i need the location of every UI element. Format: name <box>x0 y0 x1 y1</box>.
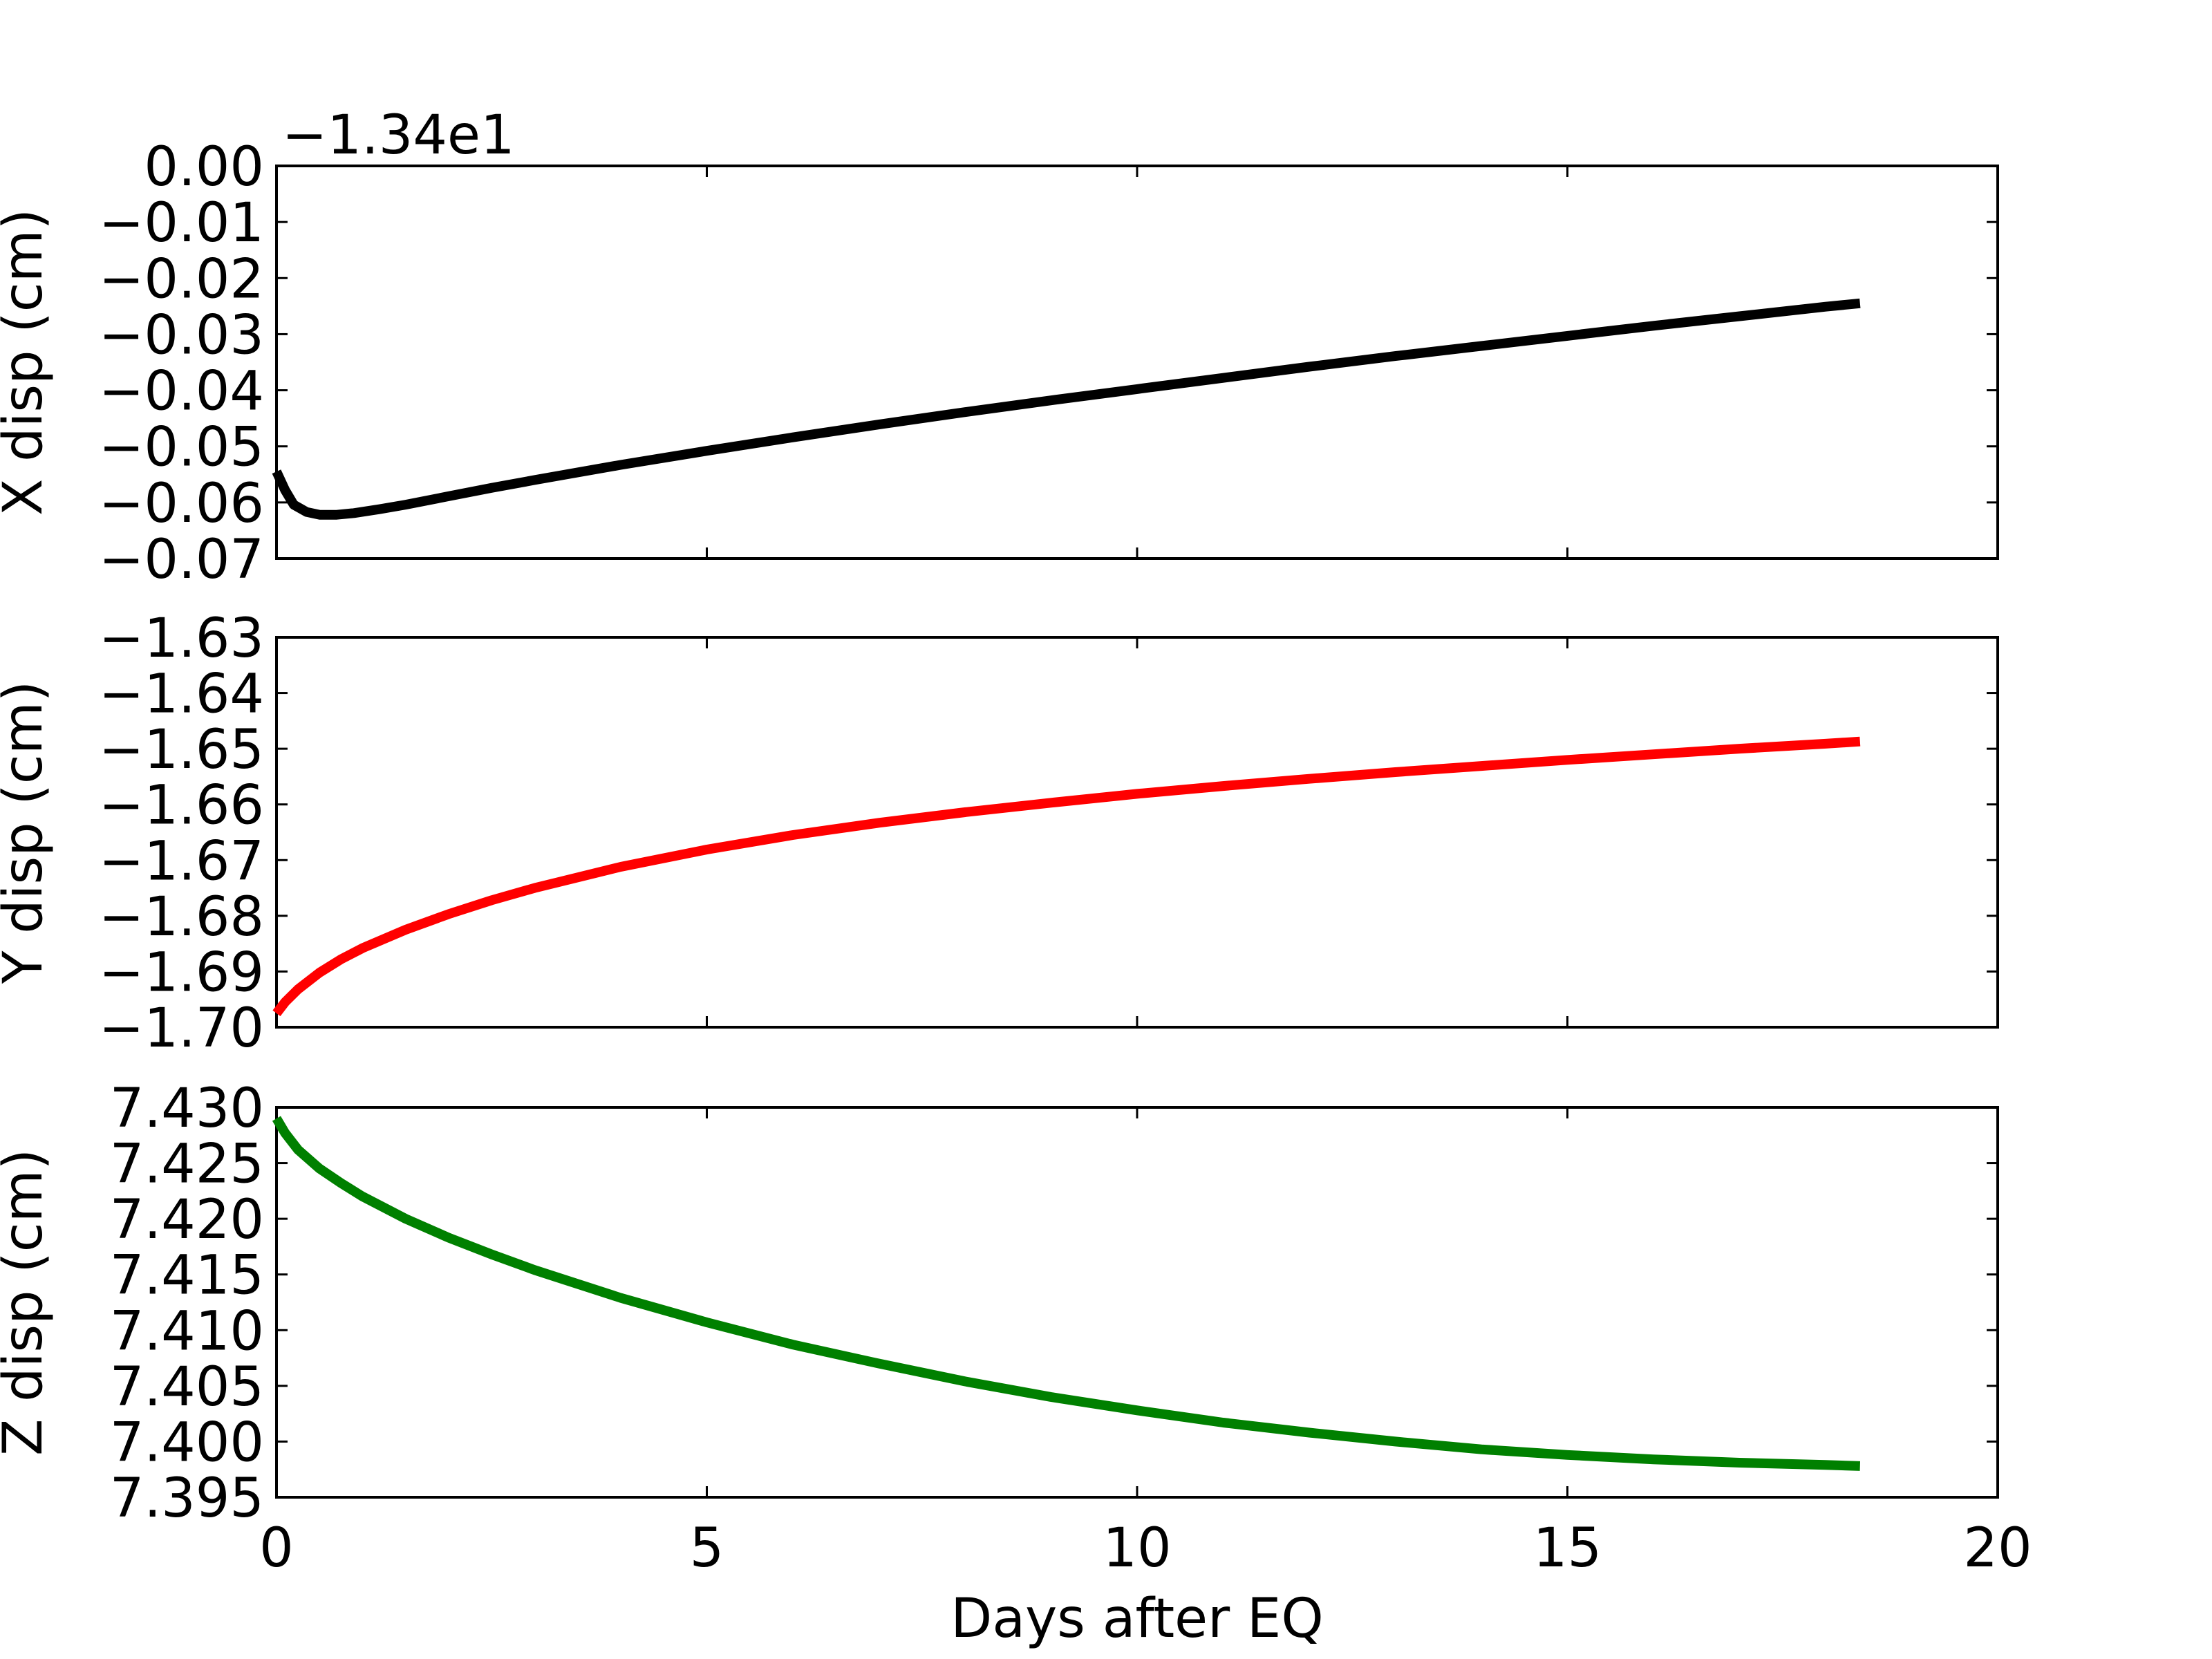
y-tick-label: −1.70 <box>99 997 264 1060</box>
y-tick-label: −0.03 <box>99 304 264 366</box>
y-tick-label: 7.405 <box>110 1356 264 1418</box>
series-line-top <box>272 298 1861 520</box>
x-tick-label: 15 <box>1533 1517 1602 1580</box>
x-axis-label: Days after EQ <box>950 1588 1323 1650</box>
y-tick-label: −0.05 <box>99 417 264 479</box>
offset-text: −1.34e1 <box>282 104 515 167</box>
y-axis-label-top: X disp (cm) <box>0 209 55 516</box>
y-tick-label: 7.415 <box>110 1245 264 1307</box>
series-line-bottom <box>272 1116 1861 1471</box>
x-tick-label: 0 <box>259 1517 294 1580</box>
y-tick-label: −1.69 <box>99 941 264 1004</box>
y-tick-label: −1.65 <box>99 719 264 781</box>
y-tick-label: 7.400 <box>110 1412 264 1474</box>
y-tick-label: −0.04 <box>99 361 264 423</box>
y-tick-label: 7.430 <box>110 1078 264 1140</box>
y-tick-label: −0.01 <box>99 192 264 254</box>
y-axis-label-middle: Y disp (cm) <box>0 681 55 984</box>
y-tick-label: −1.68 <box>99 886 264 948</box>
y-tick-label: 0.00 <box>144 136 264 198</box>
y-tick-label: −0.02 <box>99 248 264 310</box>
y-tick-label: −0.06 <box>99 473 264 535</box>
y-tick-label: −1.64 <box>99 664 264 726</box>
x-tick-label: 5 <box>690 1517 724 1580</box>
y-tick-label: −1.63 <box>99 608 264 670</box>
x-tick-label: 10 <box>1103 1517 1171 1580</box>
y-tick-label: 7.425 <box>110 1134 264 1196</box>
y-tick-label: 7.410 <box>110 1300 264 1362</box>
y-tick-label: 7.395 <box>110 1468 264 1530</box>
y-tick-label: −1.67 <box>99 830 264 892</box>
y-tick-label: 7.420 <box>110 1189 264 1251</box>
y-axis-label-bottom: Z disp (cm) <box>0 1149 55 1456</box>
axes-frame-middle <box>275 636 1999 1029</box>
axes-frame-bottom <box>275 1106 1999 1499</box>
y-tick-label: −1.66 <box>99 775 264 837</box>
axes-frame-top <box>275 165 1999 560</box>
y-tick-label: −0.07 <box>99 529 264 591</box>
series-line-middle <box>272 736 1861 1017</box>
x-tick-label: 20 <box>1963 1517 2032 1580</box>
